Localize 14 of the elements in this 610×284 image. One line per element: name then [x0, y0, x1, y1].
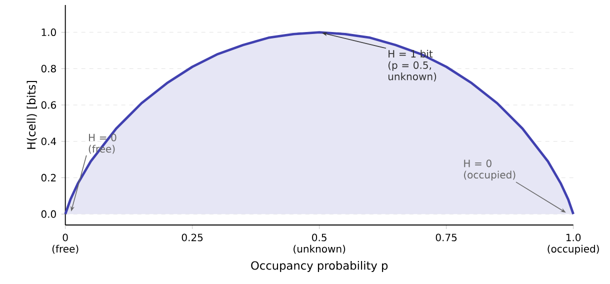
x-tick-label: 0 (free) [52, 234, 78, 254]
x-tick-label: 1.0 (occupied) [548, 234, 599, 255]
y-tick-label: 0.4 [41, 138, 56, 146]
x-axis-title: Occupancy probability p [251, 261, 388, 272]
x-tick-label: 0.25 [182, 234, 203, 242]
y-tick-label: 0.8 [41, 64, 56, 72]
x-tick-label: 0.75 [436, 234, 457, 242]
y-axis-title: H(cell) [bits] [26, 80, 37, 149]
y-tick-label: 1.0 [42, 28, 56, 36]
y-tick-label: 0.0 [41, 210, 56, 218]
annotation: H = 0 (occupied) [464, 160, 516, 180]
y-tick-label: 0.6 [41, 101, 56, 109]
y-tick-label: 0.2 [41, 174, 56, 182]
x-tick-label: 0.5 (unknown) [294, 234, 346, 254]
